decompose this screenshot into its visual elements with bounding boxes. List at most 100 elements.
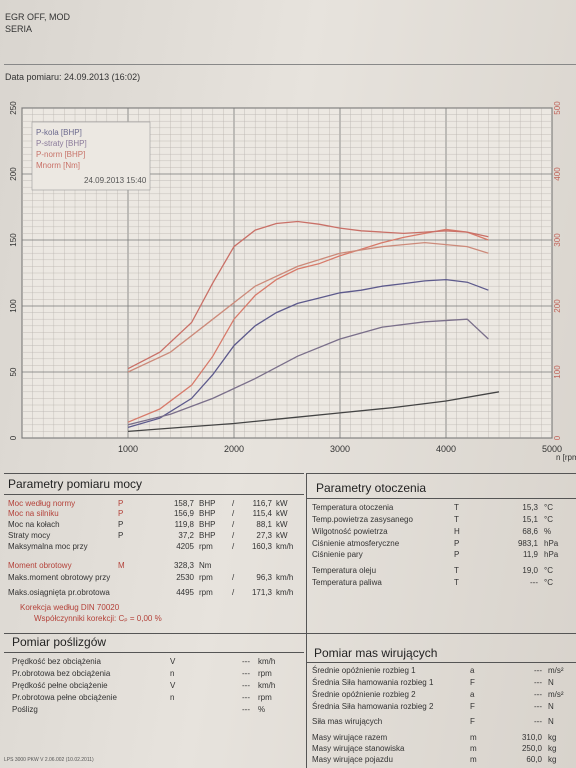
otoczenie-row-label: Ciśnienie pary xyxy=(312,550,363,559)
legend-box xyxy=(31,121,151,191)
otoczenie-row-value: 11,9 xyxy=(523,550,538,559)
moc-note-din: Korekcja według DIN 70020 xyxy=(20,603,120,612)
masy-row-label: Masy wirujące razem xyxy=(312,733,388,742)
y-right-tick-label: 500 xyxy=(553,101,562,115)
otoczenie-row-symbol: P xyxy=(454,539,460,548)
poslizg-row-value: --- xyxy=(242,657,250,666)
y-right-tick-label: 100 xyxy=(553,365,562,379)
masy-row-label: Średnia Siła hamowania rozbieg 2 xyxy=(312,702,434,711)
otoczenie-row-unit: hPa xyxy=(544,550,559,559)
otoczenie-row-symbol: T xyxy=(454,515,459,524)
x-axis-label: n [rpm] xyxy=(556,453,576,462)
series-line xyxy=(127,318,489,426)
poslizg-row-label: Prędkość pełne obciążenie xyxy=(12,681,108,690)
poslizg-row-unit: km/h xyxy=(258,681,276,690)
moc-row-slash: / xyxy=(232,499,235,508)
moc-row-symbol: P xyxy=(118,531,124,540)
poslizg-row-symbol: n xyxy=(170,669,175,678)
poslizg-row-value: --- xyxy=(242,705,250,714)
y-left-tick-label: 150 xyxy=(9,233,18,247)
masy-row-value: 60,0 xyxy=(526,755,542,764)
masy-row-value: 250,0 xyxy=(521,744,542,753)
masy-row-symbol: F xyxy=(470,717,475,726)
y-left-tick-label: 250 xyxy=(9,101,18,115)
otoczenie-row-label: Temperatura oleju xyxy=(312,566,377,575)
moc-note-correction: Współczynniki korekcji: Cₚ = 0,00 % xyxy=(34,614,162,623)
moc-row-unit2: kW xyxy=(276,520,288,529)
moc-row-value2: 160,3 xyxy=(251,542,272,551)
masy-row-unit: kg xyxy=(548,733,557,742)
x-tick-label: 1000 xyxy=(118,444,138,454)
otoczenie-title: Parametry otoczenia xyxy=(316,481,427,495)
otoczenie-row-symbol: T xyxy=(454,566,459,575)
otoczenie-row-unit: % xyxy=(544,527,552,536)
moc-row-label: Maks.osiągnięta pr.obrotowa xyxy=(8,588,110,597)
masy-row-symbol: a xyxy=(470,690,475,699)
poslizg-row-unit: km/h xyxy=(258,657,276,666)
moc-row-label: Moc na kołach xyxy=(8,520,60,529)
y-right-tick-label: 200 xyxy=(553,299,562,313)
masy-row-label: Średnie opóźnienie rozbieg 2 xyxy=(312,690,416,699)
series-line xyxy=(127,391,500,433)
moc-row-slash: / xyxy=(232,509,235,518)
masy-row-value: --- xyxy=(534,702,542,711)
otoczenie-row-symbol: T xyxy=(454,503,459,512)
poslizg-row-symbol: V xyxy=(170,657,176,666)
y-right-tick-label: 400 xyxy=(553,167,562,181)
moc-top-rule xyxy=(4,473,304,474)
masy-row-symbol: m xyxy=(470,755,477,764)
moc-row-value2: 88,1 xyxy=(256,520,272,529)
masy-row-value: --- xyxy=(534,717,542,726)
moc-row-value2: 27,3 xyxy=(256,531,272,540)
moc-row-unit1: BHP xyxy=(199,531,216,540)
moc-row-unit1: rpm xyxy=(199,588,213,597)
masy-row-symbol: m xyxy=(470,744,477,753)
y-right-tick-label: 0 xyxy=(553,435,562,440)
y-left-tick-label: 50 xyxy=(9,367,18,376)
moc-row-symbol: P xyxy=(118,520,124,529)
otoczenie-row-unit: °C xyxy=(544,578,553,587)
moc-row-label: Straty mocy xyxy=(8,531,51,540)
moc-row-label: Moment obrotowy xyxy=(8,561,72,570)
moc-row-unit1: BHP xyxy=(199,520,216,529)
moc-row-value2: 171,3 xyxy=(251,588,272,597)
moc-row-value2: 116,7 xyxy=(252,499,272,508)
legend-entry: P-norm [BHP] xyxy=(36,150,85,159)
moc-row-unit2: km/h xyxy=(276,588,294,597)
moc-row-symbol: P xyxy=(118,499,124,508)
series-line xyxy=(127,220,489,370)
header-subtitle: SERIA xyxy=(5,24,33,34)
poslizg-title-rule xyxy=(4,652,304,653)
moc-row-slash: / xyxy=(232,588,235,597)
otoczenie-row-unit: °C xyxy=(544,566,553,575)
poslizg-row-label: Poślizg xyxy=(12,705,38,714)
otoczenie-row-value: 983,1 xyxy=(517,539,538,548)
masy-row-unit: N xyxy=(548,678,554,687)
masy-row-unit: N xyxy=(548,717,554,726)
moc-row-unit1: rpm xyxy=(199,542,213,551)
poslizg-row-label: Pr.obrotowa pełne obciążenie xyxy=(12,693,117,702)
moc-row-value1: 156,9 xyxy=(173,509,194,518)
moc-row-label: Maks.moment obrotowy przy xyxy=(8,573,111,582)
otoczenie-row-value: 15,3 xyxy=(522,503,538,512)
poslizg-row-unit: rpm xyxy=(258,669,272,678)
moc-row-value1: 37,2 xyxy=(178,531,194,540)
moc-row-unit2: kW xyxy=(276,531,288,540)
moc-row-unit2: kW xyxy=(276,509,288,518)
masy-title: Pomiar mas wirujących xyxy=(314,646,438,660)
moc-row-value1: 328,3 xyxy=(173,561,194,570)
software-version: LPS 3000 PKW V 2.06.002 (10.02.2011) xyxy=(4,757,94,763)
masy-row-value: 310,0 xyxy=(521,733,542,742)
moc-row-unit1: BHP xyxy=(199,499,216,508)
masy-row-unit: m/s² xyxy=(548,690,564,699)
header-divider xyxy=(4,64,576,65)
masy-row-label: Średnie opóźnienie rozbieg 1 xyxy=(312,666,416,675)
otoczenie-row-unit: hPa xyxy=(544,539,559,548)
poslizg-row-label: Prędkość bez obciążenia xyxy=(12,657,101,666)
header-title: EGR OFF, MOD xyxy=(5,12,70,22)
poslizg-row-value: --- xyxy=(242,669,250,678)
otoczenie-row-value: 15,1 xyxy=(522,515,538,524)
moc-row-label: Maksymalna moc przy xyxy=(8,542,88,551)
masy-row-label: Średnia Siła hamowania rozbieg 1 xyxy=(312,678,434,687)
